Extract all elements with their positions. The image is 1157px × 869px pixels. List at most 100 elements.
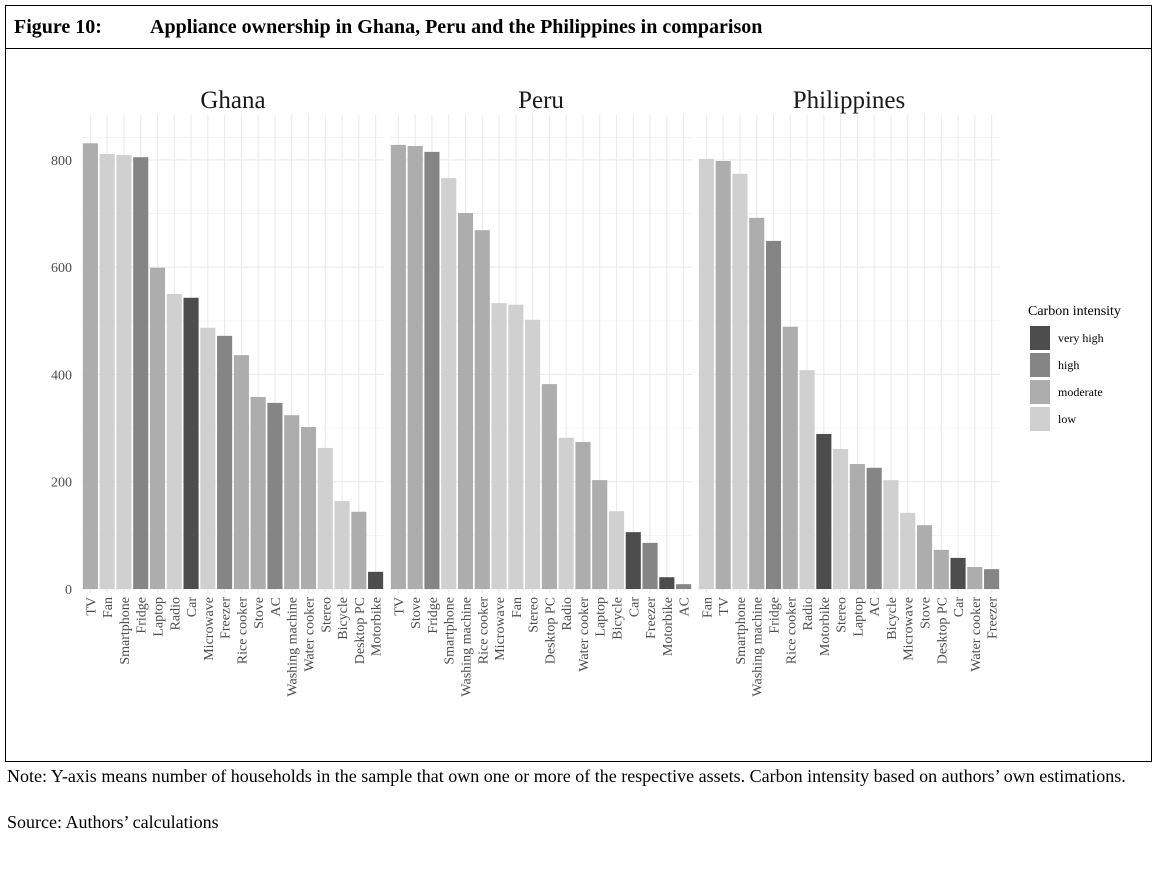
x-tick-label: TV <box>717 597 732 616</box>
bar <box>474 230 490 589</box>
x-tick-label: Motorbike <box>661 597 676 656</box>
x-tick-label: Fan <box>700 597 715 618</box>
x-tick-label: Laptop <box>594 597 609 637</box>
x-tick-label: Stove <box>919 597 934 629</box>
x-tick-label: Rice cooker <box>784 597 799 665</box>
legend-label: low <box>1058 412 1076 426</box>
bar <box>267 402 283 589</box>
bar <box>525 319 541 589</box>
x-tick-label: Microwave <box>202 597 217 661</box>
bar <box>334 501 350 589</box>
bar <box>541 384 557 589</box>
x-tick-label: Rice cooker <box>476 597 491 665</box>
bar <box>250 396 266 589</box>
x-tick-label: Desktop PC <box>935 597 950 664</box>
bar <box>133 157 149 589</box>
bar <box>457 213 474 589</box>
x-tick-label: Rice cooker <box>235 597 250 665</box>
legend-label: moderate <box>1058 385 1103 399</box>
bar <box>99 154 115 589</box>
bar <box>916 525 933 589</box>
x-tick-label: Freezer <box>219 597 234 639</box>
y-tick-label: 0 <box>65 583 72 598</box>
bar <box>900 512 916 589</box>
x-tick-label: AC <box>678 597 693 616</box>
x-tick-label: Microwave <box>902 597 917 661</box>
bar <box>368 571 384 589</box>
bar <box>765 240 782 589</box>
x-tick-label: Washing machine <box>460 597 475 697</box>
legend-title: Carbon intensity <box>1028 304 1121 319</box>
legend-label: very high <box>1058 331 1104 345</box>
x-tick-label: Radio <box>801 597 816 630</box>
x-tick-label: Bicycle <box>885 597 900 640</box>
bar <box>984 569 1000 589</box>
y-tick-label: 400 <box>51 368 72 383</box>
bar <box>82 143 98 590</box>
bar <box>883 480 899 589</box>
figure-title: Appliance ownership in Ghana, Peru and t… <box>150 16 763 38</box>
bar <box>676 584 692 589</box>
bar <box>866 467 882 589</box>
bar <box>200 327 216 589</box>
bar <box>233 355 249 589</box>
x-tick-label: Smartphone <box>118 597 133 665</box>
x-tick-label: Laptop <box>152 597 167 637</box>
x-tick-label: Stereo <box>319 597 334 633</box>
bar <box>849 464 865 589</box>
bar <box>625 532 641 589</box>
x-tick-label: Bicycle <box>336 597 351 640</box>
x-tick-label: AC <box>868 597 883 616</box>
bar <box>508 304 524 589</box>
bar <box>749 217 765 589</box>
x-tick-label: Radio <box>560 597 575 630</box>
legend-key <box>1030 353 1050 377</box>
legend-label: high <box>1058 358 1079 372</box>
x-tick-label: Washing machine <box>286 597 301 697</box>
x-tick-label: Car <box>952 597 967 618</box>
bar <box>575 442 591 589</box>
legend-key <box>1030 407 1050 431</box>
bar <box>300 427 317 589</box>
y-tick-label: 800 <box>51 154 72 169</box>
x-tick-label: TV <box>84 597 99 616</box>
x-tick-label: Freezer <box>644 597 659 639</box>
bar <box>659 577 675 589</box>
bar <box>715 160 731 589</box>
bar <box>782 326 798 589</box>
bar <box>424 151 440 589</box>
x-tick-label: Stereo <box>835 597 850 633</box>
bar <box>491 303 507 589</box>
legend-key <box>1030 380 1050 404</box>
facet-title: Philippines <box>793 87 906 114</box>
x-tick-label: Microwave <box>493 597 508 661</box>
x-tick-label: Bicycle <box>611 597 626 640</box>
x-tick-label: Radio <box>168 597 183 630</box>
x-tick-label: Fridge <box>426 597 441 634</box>
x-tick-label: Desktop PC <box>353 597 368 664</box>
x-tick-label: Fan <box>101 597 116 618</box>
x-tick-label: Water cooker <box>969 597 984 672</box>
bar <box>558 437 574 589</box>
x-tick-label: Motorbike <box>818 597 833 656</box>
x-tick-label: Smartphone <box>734 597 749 665</box>
bar <box>149 267 166 589</box>
bar <box>967 567 983 589</box>
bar <box>608 511 625 589</box>
bar <box>933 549 949 589</box>
bar <box>166 294 182 589</box>
bar <box>950 557 966 589</box>
y-tick-label: 200 <box>51 476 72 491</box>
note: Note: Y-axis means number of households … <box>7 766 1126 786</box>
x-tick-label: Smartphone <box>443 597 458 665</box>
figure-header: Figure 10: Appliance ownership in Ghana,… <box>6 6 1151 49</box>
bar <box>116 155 132 589</box>
bar <box>799 370 815 589</box>
x-tick-label: Washing machine <box>751 597 766 697</box>
x-tick-label: Stove <box>252 597 267 629</box>
x-tick-label: Desktop PC <box>543 597 558 664</box>
bar <box>592 480 608 589</box>
bar <box>217 335 233 589</box>
